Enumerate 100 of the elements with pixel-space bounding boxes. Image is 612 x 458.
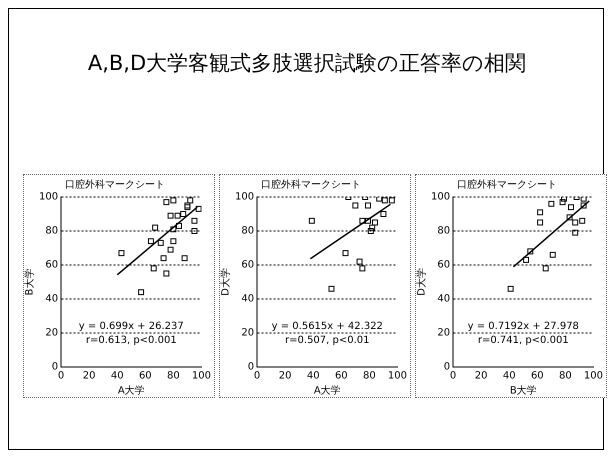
point	[369, 224, 376, 231]
point	[382, 197, 388, 204]
y-tick-label: 60	[45, 260, 58, 271]
point	[537, 220, 544, 226]
point	[548, 200, 554, 207]
y-tick-label: 40	[45, 294, 58, 305]
point	[163, 199, 170, 206]
point	[542, 265, 549, 272]
y-tick-label: 100	[38, 192, 58, 203]
y-tick-label: 60	[437, 260, 450, 271]
point	[176, 222, 182, 229]
point	[118, 250, 124, 256]
chart-title: 口腔外科マークシート	[457, 178, 557, 191]
chart-title: 口腔外科マークシート	[261, 178, 361, 191]
point	[550, 252, 556, 258]
point	[508, 286, 514, 292]
point	[372, 220, 378, 226]
point	[191, 218, 198, 224]
y-tick-label: 100	[430, 192, 450, 203]
point	[380, 211, 386, 217]
point	[572, 220, 578, 226]
point	[579, 218, 586, 224]
point	[150, 265, 157, 272]
point	[170, 238, 176, 244]
point	[184, 202, 190, 208]
point	[388, 197, 395, 204]
point	[537, 209, 544, 216]
point	[158, 240, 164, 246]
x-tick-label: 80	[167, 370, 180, 382]
x-tick-label: 40	[110, 370, 124, 382]
annotation: y = 0.5615x + 42.322	[272, 321, 383, 332]
x-tick-label: 80	[363, 370, 376, 382]
point	[580, 197, 587, 202]
y-axis-title: B大学	[24, 268, 36, 296]
point	[365, 218, 371, 224]
point	[572, 230, 578, 236]
point	[170, 197, 176, 204]
x-tick-label: 60	[138, 370, 152, 382]
point	[328, 286, 334, 292]
point	[191, 228, 198, 234]
annotation: r=0.613, p<0.001	[86, 335, 177, 346]
point	[308, 218, 315, 224]
y-tick-label: 40	[437, 294, 450, 305]
point	[561, 197, 567, 202]
x-tick-label: 40	[502, 370, 516, 382]
y-tick-label: 40	[241, 294, 254, 305]
x-tick-label: 20	[82, 370, 96, 382]
point	[182, 255, 188, 262]
point	[359, 265, 366, 272]
x-axis-title: B大学	[510, 384, 537, 397]
point	[138, 289, 144, 296]
point	[523, 256, 530, 263]
annotation: y = 0.699x + 26.237	[78, 321, 184, 332]
y-tick-label: 20	[241, 328, 254, 339]
point	[568, 204, 574, 210]
point	[196, 206, 202, 212]
x-tick-label: 20	[474, 370, 488, 382]
point	[184, 204, 190, 210]
y-tick-label: 0	[444, 362, 450, 373]
x-axis-title: A大学	[314, 384, 341, 397]
point	[160, 255, 167, 262]
point	[187, 197, 194, 204]
point	[376, 197, 382, 202]
point	[168, 246, 174, 253]
point	[359, 218, 366, 224]
y-tick-label: 60	[241, 260, 254, 271]
x-tick-label: 100	[584, 370, 604, 382]
text: A,B,D大学客観式多肢選択試験の正答率の相関	[88, 51, 526, 75]
x-tick-label: 60	[530, 370, 544, 382]
point	[163, 270, 170, 276]
point	[566, 214, 573, 220]
point	[560, 199, 566, 206]
y-tick-label: 80	[45, 226, 58, 237]
point	[170, 226, 176, 232]
point	[152, 224, 158, 231]
point	[527, 248, 534, 254]
point	[368, 228, 374, 234]
y-axis-title: D大学	[220, 268, 232, 296]
x-axis-title: A大学	[118, 384, 145, 397]
x-tick-label: 100	[192, 370, 212, 382]
y-tick-label: 0	[248, 362, 254, 373]
y-tick-label: 80	[241, 226, 254, 237]
chart-title: 口腔外科マークシート	[65, 178, 165, 191]
point	[352, 202, 358, 208]
x-tick-label: 80	[559, 370, 572, 382]
point	[365, 202, 371, 208]
point	[342, 250, 348, 256]
point	[356, 258, 363, 265]
x-tick-label: 40	[306, 370, 320, 382]
x-tick-label: 20	[278, 370, 292, 382]
point	[168, 212, 174, 219]
point	[148, 238, 154, 244]
annotation: r=0.507, p<0.01	[285, 335, 370, 346]
x-tick-label: 100	[388, 370, 408, 382]
annotation: r=0.741, p<0.001	[478, 335, 569, 346]
point	[174, 212, 181, 219]
point	[580, 202, 587, 208]
y-tick-label: 0	[52, 362, 58, 373]
y-tick-label: 20	[437, 328, 450, 339]
y-tick-label: 100	[234, 192, 254, 203]
